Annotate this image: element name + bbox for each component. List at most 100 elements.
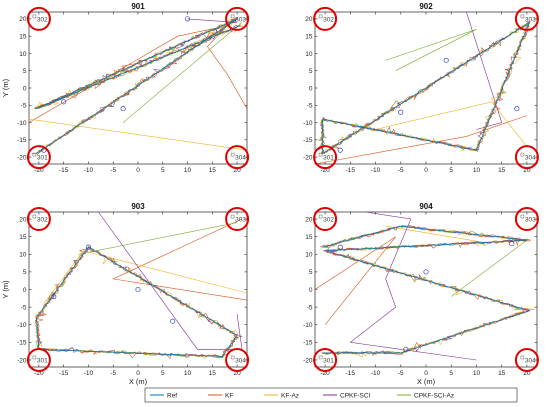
anchor-label: 303 [525, 217, 536, 224]
x-tick-label: 5 [161, 370, 165, 377]
plot-lines [34, 212, 247, 360]
x-tick-label: 15 [209, 167, 217, 174]
x-tick-label: 0 [136, 370, 140, 377]
series-cpkf-sci-az [317, 22, 530, 155]
position-marker [509, 241, 515, 247]
x-tick-label: 10 [473, 370, 481, 377]
y-tick-label: 5 [309, 269, 313, 276]
legend-label: KF-Az [281, 393, 299, 400]
plot-lines [315, 12, 534, 164]
x-tick-label: -15 [346, 167, 356, 174]
y-tick-label: -15 [17, 340, 27, 347]
y-tick-label: 5 [309, 68, 313, 75]
y-tick-label: 0 [23, 287, 27, 294]
x-tick-label: -10 [84, 167, 94, 174]
x-tick-label: 15 [498, 167, 506, 174]
anchor-icon [230, 355, 235, 360]
legend: Ref KF KF-Az CPKF-SCI CPKF-SCI-Az [144, 387, 518, 403]
series-ref [322, 21, 531, 154]
position-marker [337, 147, 343, 153]
anchor-label: 302 [323, 16, 334, 23]
series-kf-az-outlier [385, 225, 492, 244]
series-cpkf-sci-az-outlier [122, 22, 243, 123]
anchor-label: 301 [37, 155, 48, 162]
position-marker [403, 346, 409, 352]
y-tick-label: -15 [303, 137, 313, 144]
y-tick-label: -20 [17, 154, 27, 161]
anchor-icon [520, 14, 525, 19]
anchor-circle [313, 207, 338, 232]
x-tick-label: -20 [34, 167, 44, 174]
anchor-circle [313, 347, 338, 372]
anchor-icon [318, 214, 323, 219]
legend-label: Ref [167, 393, 177, 400]
x-tick-label: 20 [233, 370, 241, 377]
y-tick-label: -10 [303, 120, 313, 127]
plot-area [28, 211, 248, 368]
series-cpkf-sci-outlier [187, 18, 238, 23]
x-tick-label: 20 [233, 167, 241, 174]
series-kf-outlier [112, 218, 247, 301]
anchor-label: 301 [323, 357, 334, 364]
anchor-icon [32, 152, 37, 157]
x-tick-label: 20 [523, 370, 531, 377]
y-tick-label: -20 [303, 154, 313, 161]
y-tick-label: -20 [17, 357, 27, 364]
y-tick-label: 0 [23, 85, 27, 92]
anchor-icon [230, 152, 235, 157]
panel-title: 901 [131, 2, 145, 11]
anchor-circle [313, 6, 338, 31]
series-cpkf-sci-az-outlier [451, 239, 528, 297]
y-tick-label: 10 [305, 51, 313, 58]
anchor-label: 302 [323, 217, 334, 224]
anchor-label: 302 [37, 16, 48, 23]
panel-904: 904 -20 -15 -10 -5 0 5 10 15 20 -20 -15 -10 -5 0 5 10 15 2… [303, 202, 539, 386]
x-tick-label: 20 [523, 167, 531, 174]
anchor-icon [318, 152, 323, 157]
x-tick-label: -10 [371, 370, 381, 377]
x-tick-label: -5 [398, 167, 404, 174]
x-tick-label: -15 [59, 370, 69, 377]
series-ref [322, 225, 531, 354]
y-tick-label: 20 [19, 16, 27, 23]
anchor-label: 303 [235, 217, 246, 224]
y-tick-label: 5 [23, 269, 27, 276]
x-tick-label: -20 [320, 167, 330, 174]
x-tick-label: 0 [424, 167, 428, 174]
y-tick-label: 15 [305, 33, 313, 40]
x-axis-label: X (m) [129, 377, 148, 386]
plot-lines [315, 212, 535, 361]
anchor-icon [32, 214, 37, 219]
series-cpkf-sci-outlier [98, 212, 243, 350]
anchor-circle [514, 347, 539, 372]
y-tick-label: -20 [303, 357, 313, 364]
anchor-label: 304 [235, 155, 246, 162]
x-tick-label: 0 [136, 167, 140, 174]
anchor-circle [225, 347, 250, 372]
position-marker [337, 244, 343, 250]
y-tick-label: -15 [303, 340, 313, 347]
x-tick-label: -15 [59, 167, 69, 174]
panel-901: 901 -20 -15 -10 -5 0 5 10 15 20 -20 -15 -10 -5 0 5 10 15 2… [1, 2, 250, 174]
y-tick-label: 0 [309, 85, 313, 92]
series-ref [36, 18, 240, 154]
position-marker [514, 106, 520, 112]
plot-lines [29, 16, 247, 156]
y-tick-label: 15 [19, 234, 27, 241]
position-marker [61, 99, 67, 105]
anchor-circle [514, 6, 539, 31]
x-tick-label: 10 [184, 167, 192, 174]
y-tick-label: 0 [309, 287, 313, 294]
y-tick-label: 15 [305, 234, 313, 241]
y-tick-label: 10 [19, 252, 27, 259]
anchor-icon [32, 14, 37, 19]
series-kf-outlier [315, 236, 396, 325]
y-tick-label: -5 [307, 103, 313, 110]
y-tick-label: -15 [17, 137, 27, 144]
y-tick-label: -5 [307, 304, 313, 311]
panel-title: 904 [419, 202, 433, 211]
series-cpkf-sci-az-outlier [385, 29, 477, 71]
position-marker [135, 286, 141, 293]
y-tick-label: 10 [305, 252, 313, 259]
